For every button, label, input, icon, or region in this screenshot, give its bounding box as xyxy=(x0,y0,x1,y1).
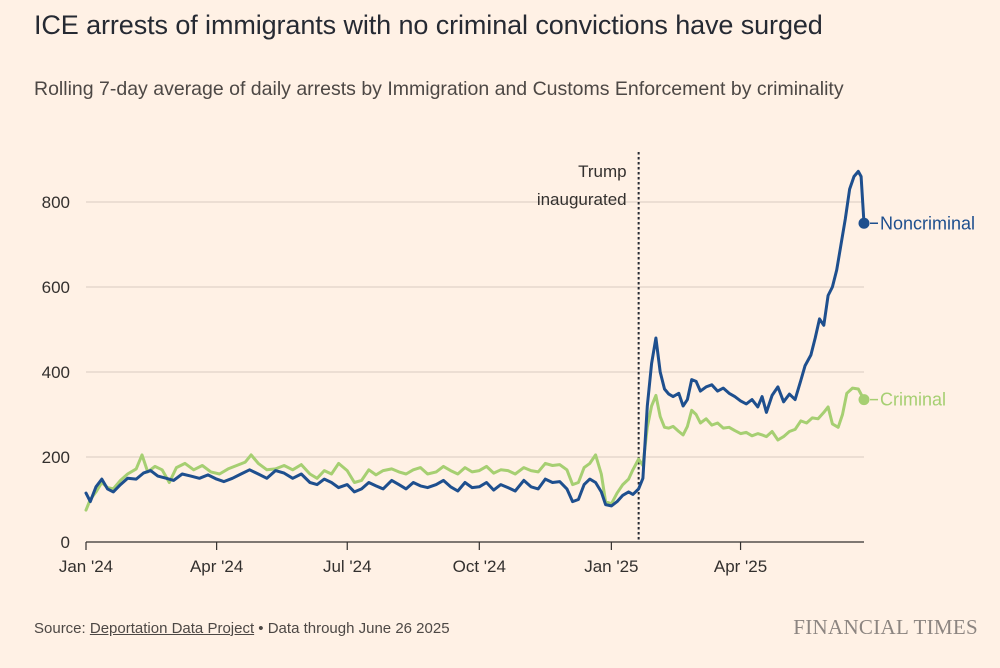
source-note: Source: Deportation Data Project • Data … xyxy=(34,620,450,637)
brand-logo: FINANCIAL TIMES xyxy=(793,615,978,639)
axes: 0 200 400 600 800 Jan '24 Apr '24 Jul '24 Oct '2… xyxy=(42,193,864,576)
source-link[interactable]: Deportation Data Project xyxy=(89,620,255,637)
series-label-noncriminal: Noncriminal xyxy=(880,213,975,233)
series-labels: Criminal Noncriminal xyxy=(870,213,975,410)
x-tick-label: Jan '25 xyxy=(584,557,638,576)
annotation: Trump inaugurated xyxy=(537,152,640,542)
x-tick-label: Apr '25 xyxy=(714,557,767,576)
inauguration-label: Trump xyxy=(578,162,627,181)
gridlines xyxy=(86,201,864,458)
chart-title: ICE arrests of immigrants with no crimin… xyxy=(34,10,823,40)
series-line-criminal xyxy=(84,386,866,512)
x-tick-label: Jan '24 xyxy=(59,557,113,576)
y-tick-label: 0 xyxy=(61,533,70,552)
x-tick-label: Oct '24 xyxy=(453,557,506,576)
endpoint-criminal xyxy=(858,394,870,406)
y-tick-label: 600 xyxy=(42,278,70,297)
y-tick-label: 200 xyxy=(42,448,70,467)
series-lines xyxy=(84,169,870,512)
y-tick-label: 800 xyxy=(42,193,70,212)
endpoint-noncriminal xyxy=(858,217,870,229)
series-label-criminal: Criminal xyxy=(880,390,946,410)
x-tick-label: Jul '24 xyxy=(323,557,372,576)
y-tick-label: 400 xyxy=(42,363,70,382)
inauguration-label: inaugurated xyxy=(537,190,627,209)
chart-subtitle: Rolling 7-day average of daily arrests b… xyxy=(34,78,844,100)
series-line-noncriminal xyxy=(84,169,866,508)
x-tick-label: Apr '24 xyxy=(190,557,243,576)
